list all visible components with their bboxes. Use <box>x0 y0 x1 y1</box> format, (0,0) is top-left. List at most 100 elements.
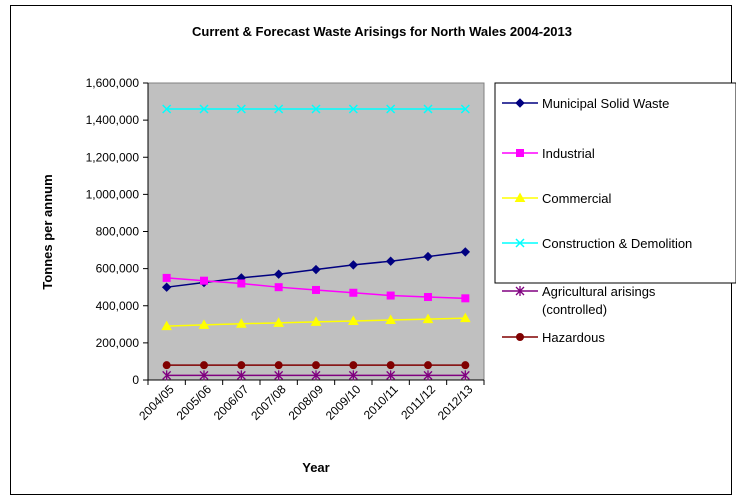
y-tick-label: 1,000,000 <box>86 187 140 201</box>
legend-entry: Commercial <box>502 191 611 206</box>
data-point <box>236 370 246 381</box>
data-point <box>386 104 396 114</box>
data-point <box>348 104 358 114</box>
data-point <box>423 251 433 262</box>
data-point <box>349 361 358 370</box>
y-tick-label: 600,000 <box>96 262 140 276</box>
data-point <box>311 104 321 114</box>
data-point <box>348 370 358 381</box>
legend-entry: Municipal Solid Waste <box>502 96 669 111</box>
series-layer <box>161 104 471 381</box>
x-tick-label: 2006/07 <box>211 382 252 423</box>
data-point <box>422 313 434 324</box>
data-point <box>386 370 396 381</box>
data-point <box>312 285 320 294</box>
data-point <box>347 315 359 325</box>
x-tick-label: 2005/06 <box>174 382 215 423</box>
data-point <box>162 273 171 282</box>
data-point <box>274 361 283 370</box>
legend-entry: Agricultural arisings (controlled) <box>502 284 656 317</box>
y-axis: 0 200,000 400,000 600,000 800,000 1,000,000 1,… <box>86 76 149 387</box>
data-point <box>424 293 432 302</box>
x-tick-label: 2007/08 <box>248 382 289 423</box>
data-point <box>273 269 284 279</box>
data-point <box>460 104 470 114</box>
data-point <box>274 104 284 114</box>
data-point <box>200 276 208 285</box>
y-tick-label: 0 <box>132 373 139 387</box>
data-point <box>274 283 283 292</box>
data-point <box>460 370 470 381</box>
x-tick-label: 2012/13 <box>435 382 476 423</box>
legend-label: Construction & Demolition <box>542 236 692 251</box>
data-point <box>311 370 321 381</box>
x-axis-title: Year <box>302 460 329 475</box>
data-point <box>162 370 172 381</box>
series-agricultural-arisings-controlled <box>162 370 470 381</box>
series-industrial <box>162 273 470 303</box>
data-point <box>386 291 395 300</box>
legend-label: Municipal Solid Waste <box>542 96 669 111</box>
data-point <box>274 370 284 381</box>
data-point <box>236 104 246 114</box>
data-point <box>461 294 470 303</box>
data-point <box>237 279 246 288</box>
legend-label: Hazardous <box>542 330 605 345</box>
data-point <box>385 314 397 325</box>
data-point <box>237 361 246 370</box>
y-tick-label: 800,000 <box>96 225 140 239</box>
x-tick-label: 2008/09 <box>286 382 327 423</box>
chart-title: Current & Forecast Waste Arisings for No… <box>192 24 572 39</box>
legend-marker <box>516 149 524 157</box>
data-point <box>198 319 210 329</box>
legend-marker <box>515 286 525 296</box>
data-point <box>385 256 396 266</box>
y-tick-label: 200,000 <box>96 336 140 350</box>
data-point <box>311 264 321 275</box>
y-tick-label: 1,400,000 <box>86 113 140 127</box>
data-point <box>199 104 209 114</box>
legend-marker <box>514 192 526 202</box>
data-point <box>162 104 172 114</box>
data-point <box>423 104 433 114</box>
data-point <box>235 318 247 328</box>
legend: Municipal Solid Waste Industrial Commercia… <box>494 82 736 345</box>
x-tick-label: 2004/05 <box>136 382 177 423</box>
data-point <box>348 260 359 270</box>
x-tick-label: 2011/12 <box>398 382 438 422</box>
legend-label: Agricultural arisings <box>542 284 656 299</box>
legend-marker <box>515 98 525 108</box>
data-point <box>349 288 358 297</box>
legend-marker <box>516 333 524 341</box>
data-point <box>461 361 470 370</box>
data-point <box>424 361 432 370</box>
data-point <box>199 370 209 381</box>
legend-label: (controlled) <box>542 302 607 317</box>
legend-entry: Hazardous <box>502 330 605 345</box>
data-point <box>161 320 173 331</box>
data-point <box>459 312 471 323</box>
legend-label: Commercial <box>542 191 611 206</box>
y-tick-label: 1,200,000 <box>86 150 140 164</box>
data-point <box>312 361 320 370</box>
legend-entry: Construction & Demolition <box>502 236 692 251</box>
data-point <box>161 282 172 292</box>
series-commercial <box>161 312 471 331</box>
legend-marker <box>515 238 525 248</box>
y-tick-label: 1,600,000 <box>86 76 140 90</box>
x-tick-label: 2010/11 <box>361 382 401 422</box>
data-point <box>200 361 208 370</box>
x-tick-label: 2009/10 <box>323 382 364 423</box>
data-point <box>273 317 285 327</box>
series-construction-demolition <box>162 104 470 114</box>
legend-box <box>494 82 736 284</box>
y-axis-title: Tonnes per annum <box>40 174 55 289</box>
x-axis: 2004/052005/062006/072007/082008/092009/… <box>136 379 485 423</box>
data-point <box>386 361 395 370</box>
data-point <box>162 361 171 370</box>
data-point <box>460 247 471 257</box>
legend-entry: Industrial <box>502 146 595 161</box>
legend-label: Industrial <box>542 146 595 161</box>
series-hazardous <box>162 361 470 370</box>
